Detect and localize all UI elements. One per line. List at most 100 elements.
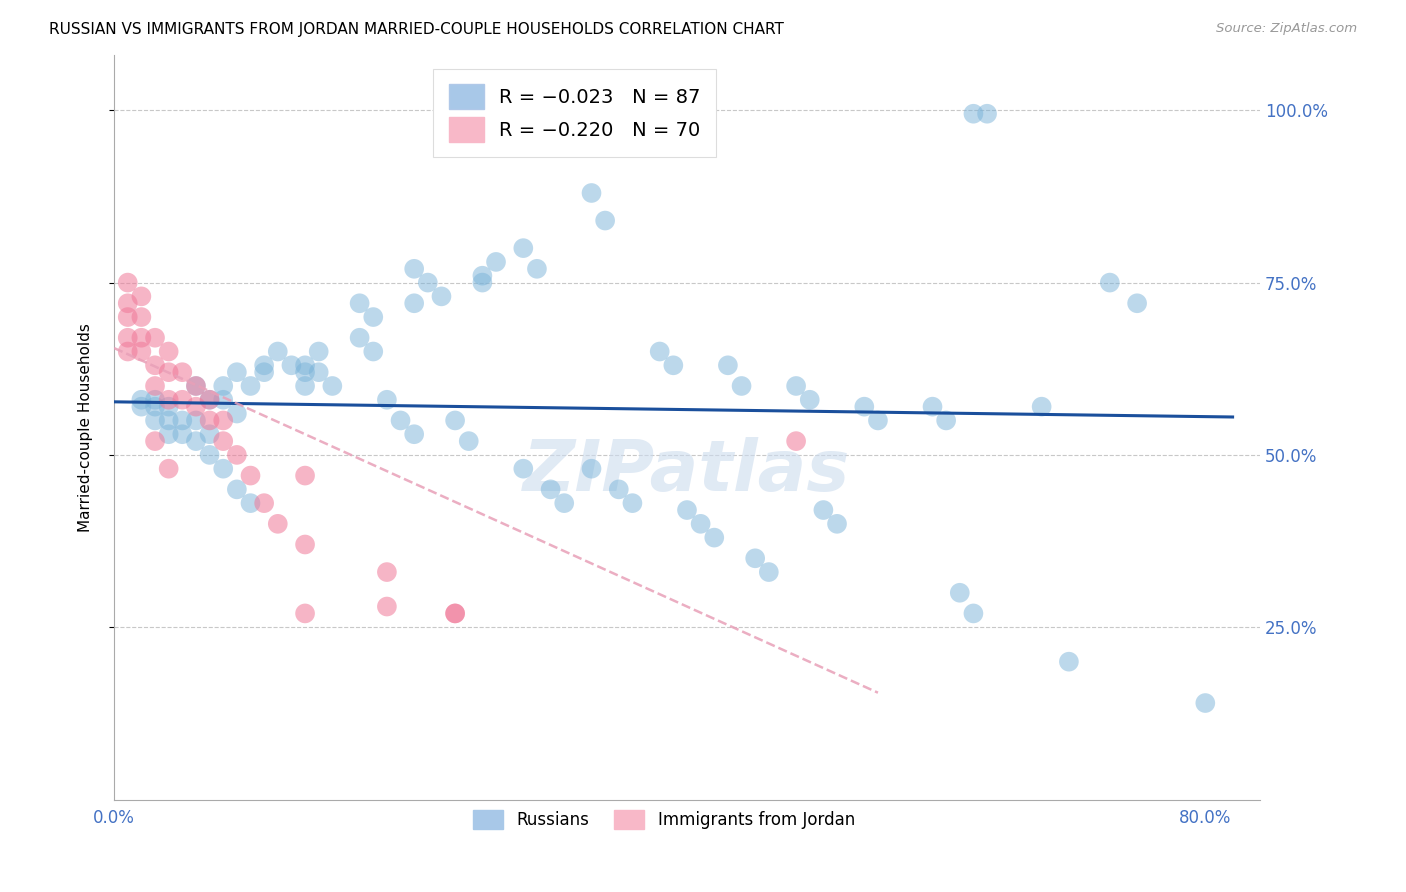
Point	[703, 531, 725, 545]
Point	[526, 261, 548, 276]
Point	[184, 379, 207, 393]
Point	[361, 310, 384, 324]
Point	[157, 427, 180, 442]
Point	[184, 400, 207, 414]
Point	[730, 379, 752, 393]
Point	[1031, 400, 1053, 414]
Point	[444, 607, 467, 621]
Point	[744, 551, 766, 566]
Point	[404, 427, 426, 442]
Point	[143, 413, 166, 427]
Point	[267, 516, 290, 531]
Point	[143, 331, 166, 345]
Point	[117, 310, 139, 324]
Point	[131, 310, 153, 324]
Point	[117, 276, 139, 290]
Point	[785, 379, 807, 393]
Point	[239, 379, 262, 393]
Point	[689, 516, 711, 531]
Point	[471, 268, 494, 283]
Point	[294, 365, 316, 379]
Point	[512, 241, 534, 255]
Point	[444, 607, 467, 621]
Point	[444, 413, 467, 427]
Point	[225, 365, 247, 379]
Point	[143, 392, 166, 407]
Point	[157, 392, 180, 407]
Point	[485, 255, 508, 269]
Point	[921, 400, 943, 414]
Point	[375, 599, 398, 614]
Point	[143, 379, 166, 393]
Point	[935, 413, 957, 427]
Point	[117, 331, 139, 345]
Point	[404, 261, 426, 276]
Point	[184, 379, 207, 393]
Point	[785, 434, 807, 449]
Point	[540, 483, 562, 497]
Point	[117, 296, 139, 310]
Point	[184, 413, 207, 427]
Point	[976, 106, 998, 120]
Point	[553, 496, 575, 510]
Point	[621, 496, 644, 510]
Point	[157, 344, 180, 359]
Point	[253, 365, 276, 379]
Point	[321, 379, 343, 393]
Point	[662, 359, 685, 373]
Point	[267, 344, 290, 359]
Point	[308, 344, 330, 359]
Point	[1057, 655, 1080, 669]
Point	[758, 565, 780, 579]
Text: Source: ZipAtlas.com: Source: ZipAtlas.com	[1216, 22, 1357, 36]
Point	[512, 461, 534, 475]
Point	[294, 379, 316, 393]
Point	[157, 413, 180, 427]
Point	[198, 392, 221, 407]
Point	[131, 392, 153, 407]
Point	[404, 296, 426, 310]
Point	[157, 461, 180, 475]
Point	[225, 448, 247, 462]
Point	[949, 586, 972, 600]
Point	[172, 427, 194, 442]
Point	[1126, 296, 1149, 310]
Point	[131, 331, 153, 345]
Point	[117, 344, 139, 359]
Point	[676, 503, 699, 517]
Point	[157, 400, 180, 414]
Point	[239, 468, 262, 483]
Point	[172, 392, 194, 407]
Point	[825, 516, 848, 531]
Point	[294, 468, 316, 483]
Text: ZIPatlas: ZIPatlas	[523, 437, 851, 507]
Text: RUSSIAN VS IMMIGRANTS FROM JORDAN MARRIED-COUPLE HOUSEHOLDS CORRELATION CHART: RUSSIAN VS IMMIGRANTS FROM JORDAN MARRIE…	[49, 22, 785, 37]
Point	[212, 379, 235, 393]
Point	[212, 413, 235, 427]
Point	[225, 407, 247, 421]
Point	[853, 400, 876, 414]
Point	[172, 365, 194, 379]
Point	[607, 483, 630, 497]
Point	[131, 344, 153, 359]
Point	[581, 461, 603, 475]
Point	[198, 448, 221, 462]
Point	[143, 359, 166, 373]
Point	[157, 365, 180, 379]
Point	[172, 413, 194, 427]
Point	[280, 359, 302, 373]
Point	[866, 413, 889, 427]
Point	[184, 434, 207, 449]
Point	[349, 331, 371, 345]
Point	[131, 289, 153, 303]
Legend: Russians, Immigrants from Jordan: Russians, Immigrants from Jordan	[467, 804, 862, 836]
Point	[813, 503, 835, 517]
Point	[962, 106, 984, 120]
Point	[225, 483, 247, 497]
Point	[1194, 696, 1216, 710]
Point	[131, 400, 153, 414]
Point	[253, 496, 276, 510]
Point	[593, 213, 616, 227]
Point	[799, 392, 821, 407]
Point	[143, 434, 166, 449]
